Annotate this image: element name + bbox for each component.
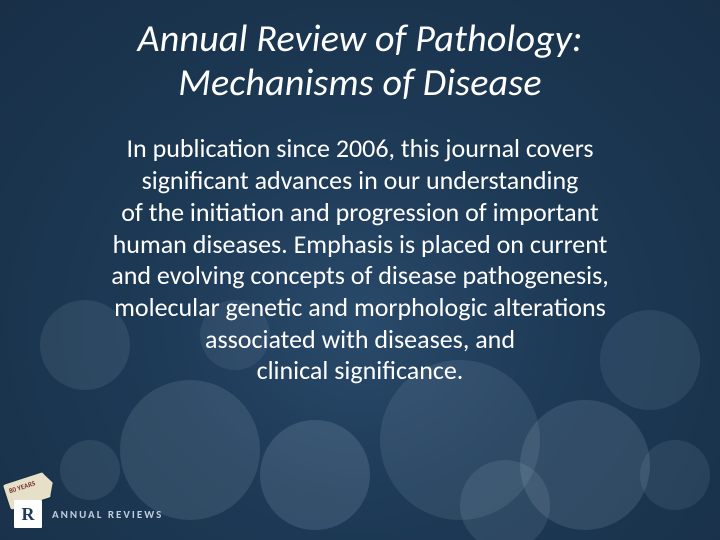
title-line-1: Annual Review of Pathology:: [138, 16, 583, 62]
logo-mark-icon: R: [14, 500, 42, 528]
ribbon-label: 80 YEARS: [8, 479, 36, 494]
footer-branding: R ANNUAL REVIEWS: [14, 500, 163, 528]
slide-body: In publication since 2006, this journal …: [63, 133, 657, 387]
slide-title: Annual Review of Pathology: Mechanisms o…: [138, 18, 583, 105]
slide-content: Annual Review of Pathology: Mechanisms o…: [0, 0, 720, 540]
title-line-2: Mechanisms of Disease: [178, 60, 541, 106]
slide-container: Annual Review of Pathology: Mechanisms o…: [0, 0, 720, 540]
logo-wordmark: ANNUAL REVIEWS: [52, 508, 163, 521]
